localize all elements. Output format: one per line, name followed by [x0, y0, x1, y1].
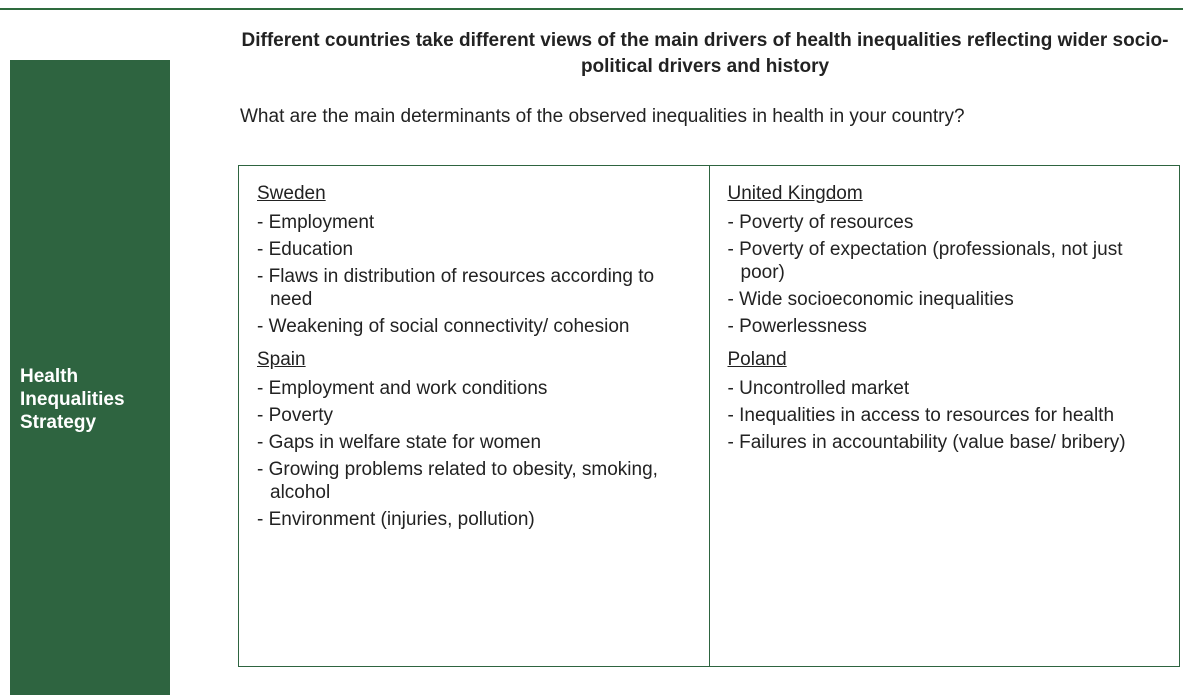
list-item: - Growing problems related to obesity, s… [257, 459, 658, 503]
country-group: United Kingdom - Poverty of resources - Po… [728, 182, 1162, 338]
column: Sweden - Employment - Education - Flaws in … [239, 166, 709, 666]
sidebar: Health Inequalities Strategy [10, 60, 170, 695]
list-item: - Gaps in welfare state for women [257, 432, 542, 453]
column: United Kingdom - Poverty of resources - Po… [708, 166, 1180, 666]
country-name: Poland [727, 349, 787, 370]
country-name: Sweden [257, 183, 326, 204]
list-item: - Poverty [257, 405, 334, 426]
list-item: - Inequalities in access to resources fo… [727, 405, 1115, 426]
list-item: - Poverty of resources [727, 212, 914, 233]
list-item: - Flaws in distribution of resources acc… [257, 266, 655, 310]
country-group: Spain - Employment and work conditions - P… [257, 348, 691, 531]
country-name: United Kingdom [727, 183, 863, 204]
list-item: - Poverty of expectation (professionals,… [727, 239, 1123, 283]
list-item: - Employment and work conditions [257, 378, 548, 399]
table: Sweden - Employment - Education - Flaws in … [238, 165, 1180, 667]
list-item: - Education [257, 239, 354, 260]
list-item: - Environment (injuries, pollution) [257, 509, 535, 530]
country-group: Poland - Uncontrolled market - Inequalitie… [728, 348, 1162, 454]
list-item: - Powerlessness [727, 316, 867, 337]
list-item: - Wide socioeconomic inequalities [727, 289, 1014, 310]
list-item: - Employment [257, 212, 375, 233]
heading: Different countries take different views… [241, 30, 1169, 77]
country-name: Spain [257, 349, 306, 370]
country-group: Sweden - Employment - Education - Flaws in … [257, 182, 691, 338]
sidebar-label: Health Inequalities Strategy [20, 366, 125, 433]
list-item: - Failures in accountability (value base… [727, 432, 1126, 453]
list-item: - Weakening of social connectivity/ cohe… [257, 316, 630, 337]
top-rule [0, 8, 1183, 10]
list-item: - Uncontrolled market [727, 378, 910, 399]
question: What are the main determinants of the ob… [240, 106, 965, 127]
